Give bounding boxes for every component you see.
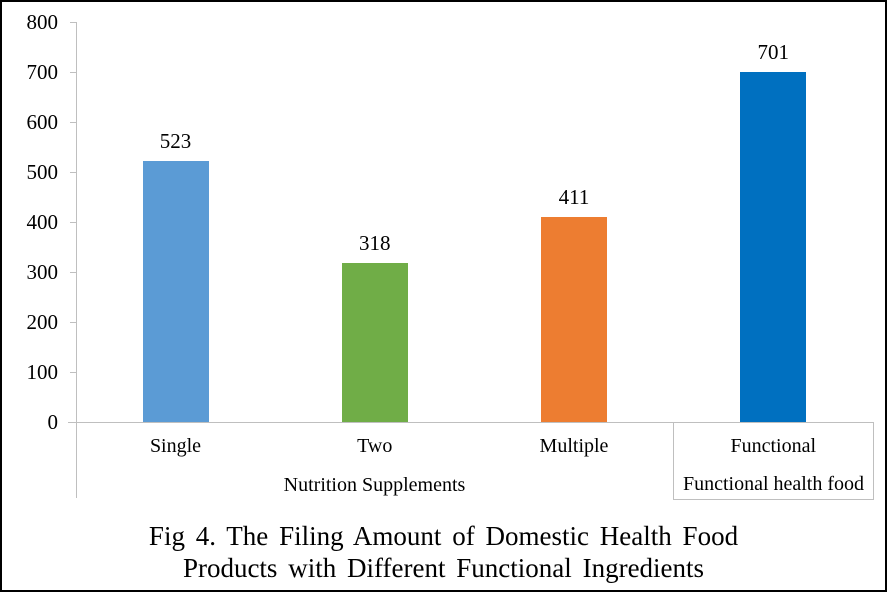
bar-value-label-single: 523 (159, 128, 192, 153)
y-axis-line (76, 22, 77, 498)
group-label-functional-health-food: Functional health food (682, 473, 865, 495)
y-axis-tick-mark (70, 222, 77, 223)
bar-two (341, 263, 408, 422)
y-axis-tick-mark (70, 322, 77, 323)
y-axis-tick-label: 100 (26, 360, 59, 384)
bar-single (142, 160, 209, 422)
category-label-multiple: Multiple (539, 435, 609, 457)
bar-value-label-functional: 701 (757, 39, 790, 64)
y-axis-tick-mark (70, 372, 77, 373)
y-axis-tick-label: 800 (26, 10, 59, 34)
bar-value-label-multiple: 411 (558, 184, 590, 209)
y-axis-tick-mark (70, 22, 77, 23)
bar-functional (740, 71, 807, 422)
group-label-nutrition-supplements: Nutrition Supplements (283, 474, 466, 496)
group-box-nutrition-supplements: Nutrition Supplements (76, 422, 674, 500)
y-axis-tick-mark (70, 72, 77, 73)
category-label-functional: Functional (730, 435, 817, 457)
y-axis-tick-label: 500 (26, 160, 59, 184)
x-axis-line (68, 422, 873, 423)
y-axis-tick-mark (70, 172, 77, 173)
category-label-two: Two (357, 435, 393, 457)
y-axis-tick-label: 300 (26, 260, 59, 284)
y-axis-tick-label: 400 (26, 210, 59, 234)
y-axis-tick-mark (70, 422, 77, 423)
category-label-single: Single (149, 435, 202, 457)
y-axis-tick-mark (70, 272, 77, 273)
figure-caption: Fig 4. The Filing Amount of Domestic Hea… (2, 520, 885, 584)
y-axis-tick-mark (70, 122, 77, 123)
caption-line-2: Products with Different Functional Ingre… (182, 553, 705, 583)
caption-line-1: Fig 4. The Filing Amount of Domestic Hea… (148, 521, 739, 551)
y-axis-tick-label: 200 (26, 310, 59, 334)
y-axis-tick-label: 700 (26, 60, 59, 84)
y-axis-tick-label: 0 (47, 410, 59, 434)
bar-value-label-two: 318 (359, 231, 391, 255)
group-box-functional-health-food: Functional health food (673, 422, 874, 500)
y-axis-tick-label: 600 (26, 110, 59, 134)
bar-multiple (541, 216, 608, 422)
